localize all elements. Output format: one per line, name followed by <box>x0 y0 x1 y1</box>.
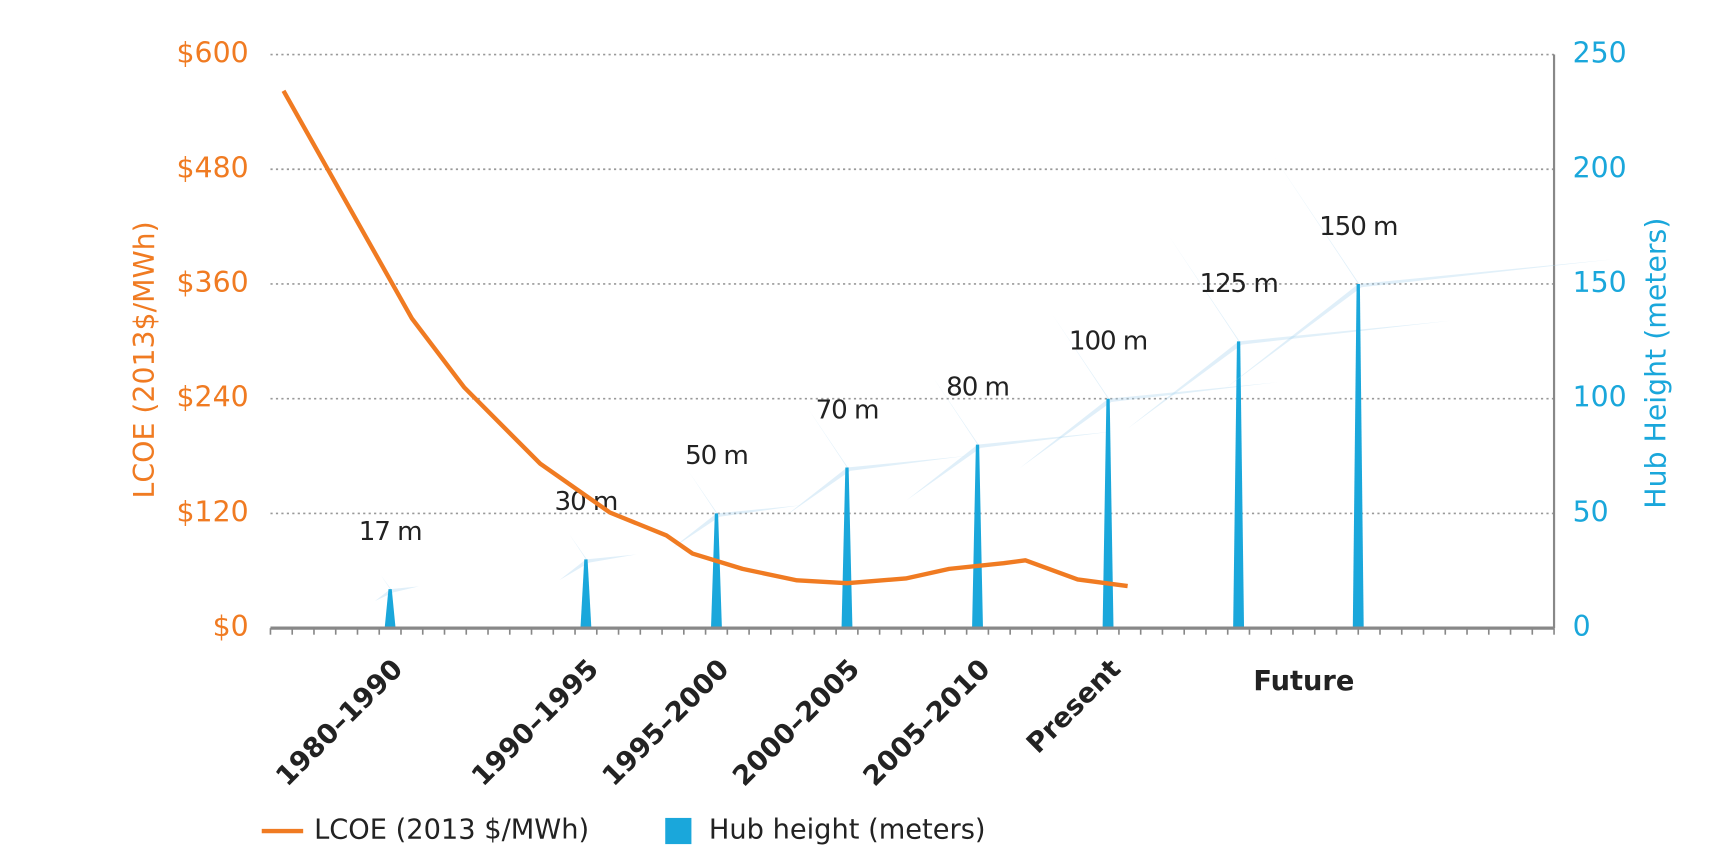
turbine-blade <box>906 444 981 501</box>
turbine-blade <box>559 559 590 581</box>
data-label: 17 m <box>359 517 422 547</box>
turbine-blades <box>1224 157 1613 389</box>
turbine-blade <box>688 471 720 517</box>
turbine-blades <box>1127 235 1451 429</box>
y2-tick-label: 250 <box>1573 37 1627 70</box>
turbine-blades <box>559 533 637 581</box>
turbine-blade <box>569 533 590 563</box>
data-label: 125 m <box>1199 269 1277 299</box>
turbine-blade <box>846 456 966 471</box>
y2-tick-label: 150 <box>1573 266 1627 299</box>
tower <box>1102 398 1114 629</box>
y2-tick-label: 200 <box>1573 151 1627 184</box>
turbine-blade <box>1358 259 1613 288</box>
tower <box>1233 341 1245 629</box>
turbine-blade <box>977 431 1114 448</box>
y-axis-title: LCOE (2013$/MWh) <box>128 221 161 498</box>
turbine-blades <box>672 471 802 549</box>
turbine-blade <box>390 586 419 593</box>
y2-tick-label: 100 <box>1573 381 1627 414</box>
x-tick-label: 2005–2010 <box>858 654 997 793</box>
x-tick-label: 2000–2005 <box>727 654 866 793</box>
legend-swatch <box>665 817 692 845</box>
x-tick-label: Present <box>1021 654 1127 760</box>
y2-tick-label: 50 <box>1573 495 1609 528</box>
y-tick-label: $240 <box>177 381 249 414</box>
legend-label: LCOE (2013 $/MWh) <box>314 815 589 846</box>
turbine-blade <box>1238 320 1451 345</box>
turbine-blade <box>1108 382 1278 402</box>
turbine-blade <box>1127 341 1242 429</box>
tower <box>580 559 592 629</box>
x-tick-label: 1980–1990 <box>270 654 409 793</box>
turbine-blade <box>784 467 851 517</box>
data-label: 150 m <box>1319 212 1397 242</box>
turbine-blade <box>672 513 720 549</box>
y2-tick-label: 0 <box>1573 610 1591 643</box>
x-tick-label: 1990–1995 <box>466 654 605 793</box>
y-tick-label: $360 <box>177 266 249 299</box>
turbine-blade <box>1019 398 1112 469</box>
data-label: 80 m <box>946 372 1009 402</box>
y-tick-label: $0 <box>213 610 249 643</box>
turbine-blade <box>1274 157 1362 288</box>
y-tick-label: $480 <box>177 151 249 184</box>
turbine-blade <box>1224 283 1362 389</box>
turbine-blades <box>906 377 1114 501</box>
turbine-blade <box>585 554 637 563</box>
tower <box>972 444 983 629</box>
tower <box>841 467 853 629</box>
line <box>281 89 1128 589</box>
data-label: 100 m <box>1069 327 1147 357</box>
x-tick-label: Future <box>1253 666 1354 697</box>
data-label: 70 m <box>816 395 879 425</box>
tower <box>384 589 396 629</box>
y2-axis-title: Hub Height (meters) <box>1640 218 1673 509</box>
data-label: 50 m <box>685 441 748 471</box>
tower <box>1352 283 1364 629</box>
legend-label: Hub height (meters) <box>709 815 986 846</box>
y-tick-label: $600 <box>177 37 249 70</box>
turbine-blade <box>716 505 802 517</box>
x-tick-label: 1995–2000 <box>597 654 736 793</box>
y-tick-label: $120 <box>177 495 249 528</box>
turbine-blades <box>375 574 419 602</box>
tower <box>710 513 722 629</box>
